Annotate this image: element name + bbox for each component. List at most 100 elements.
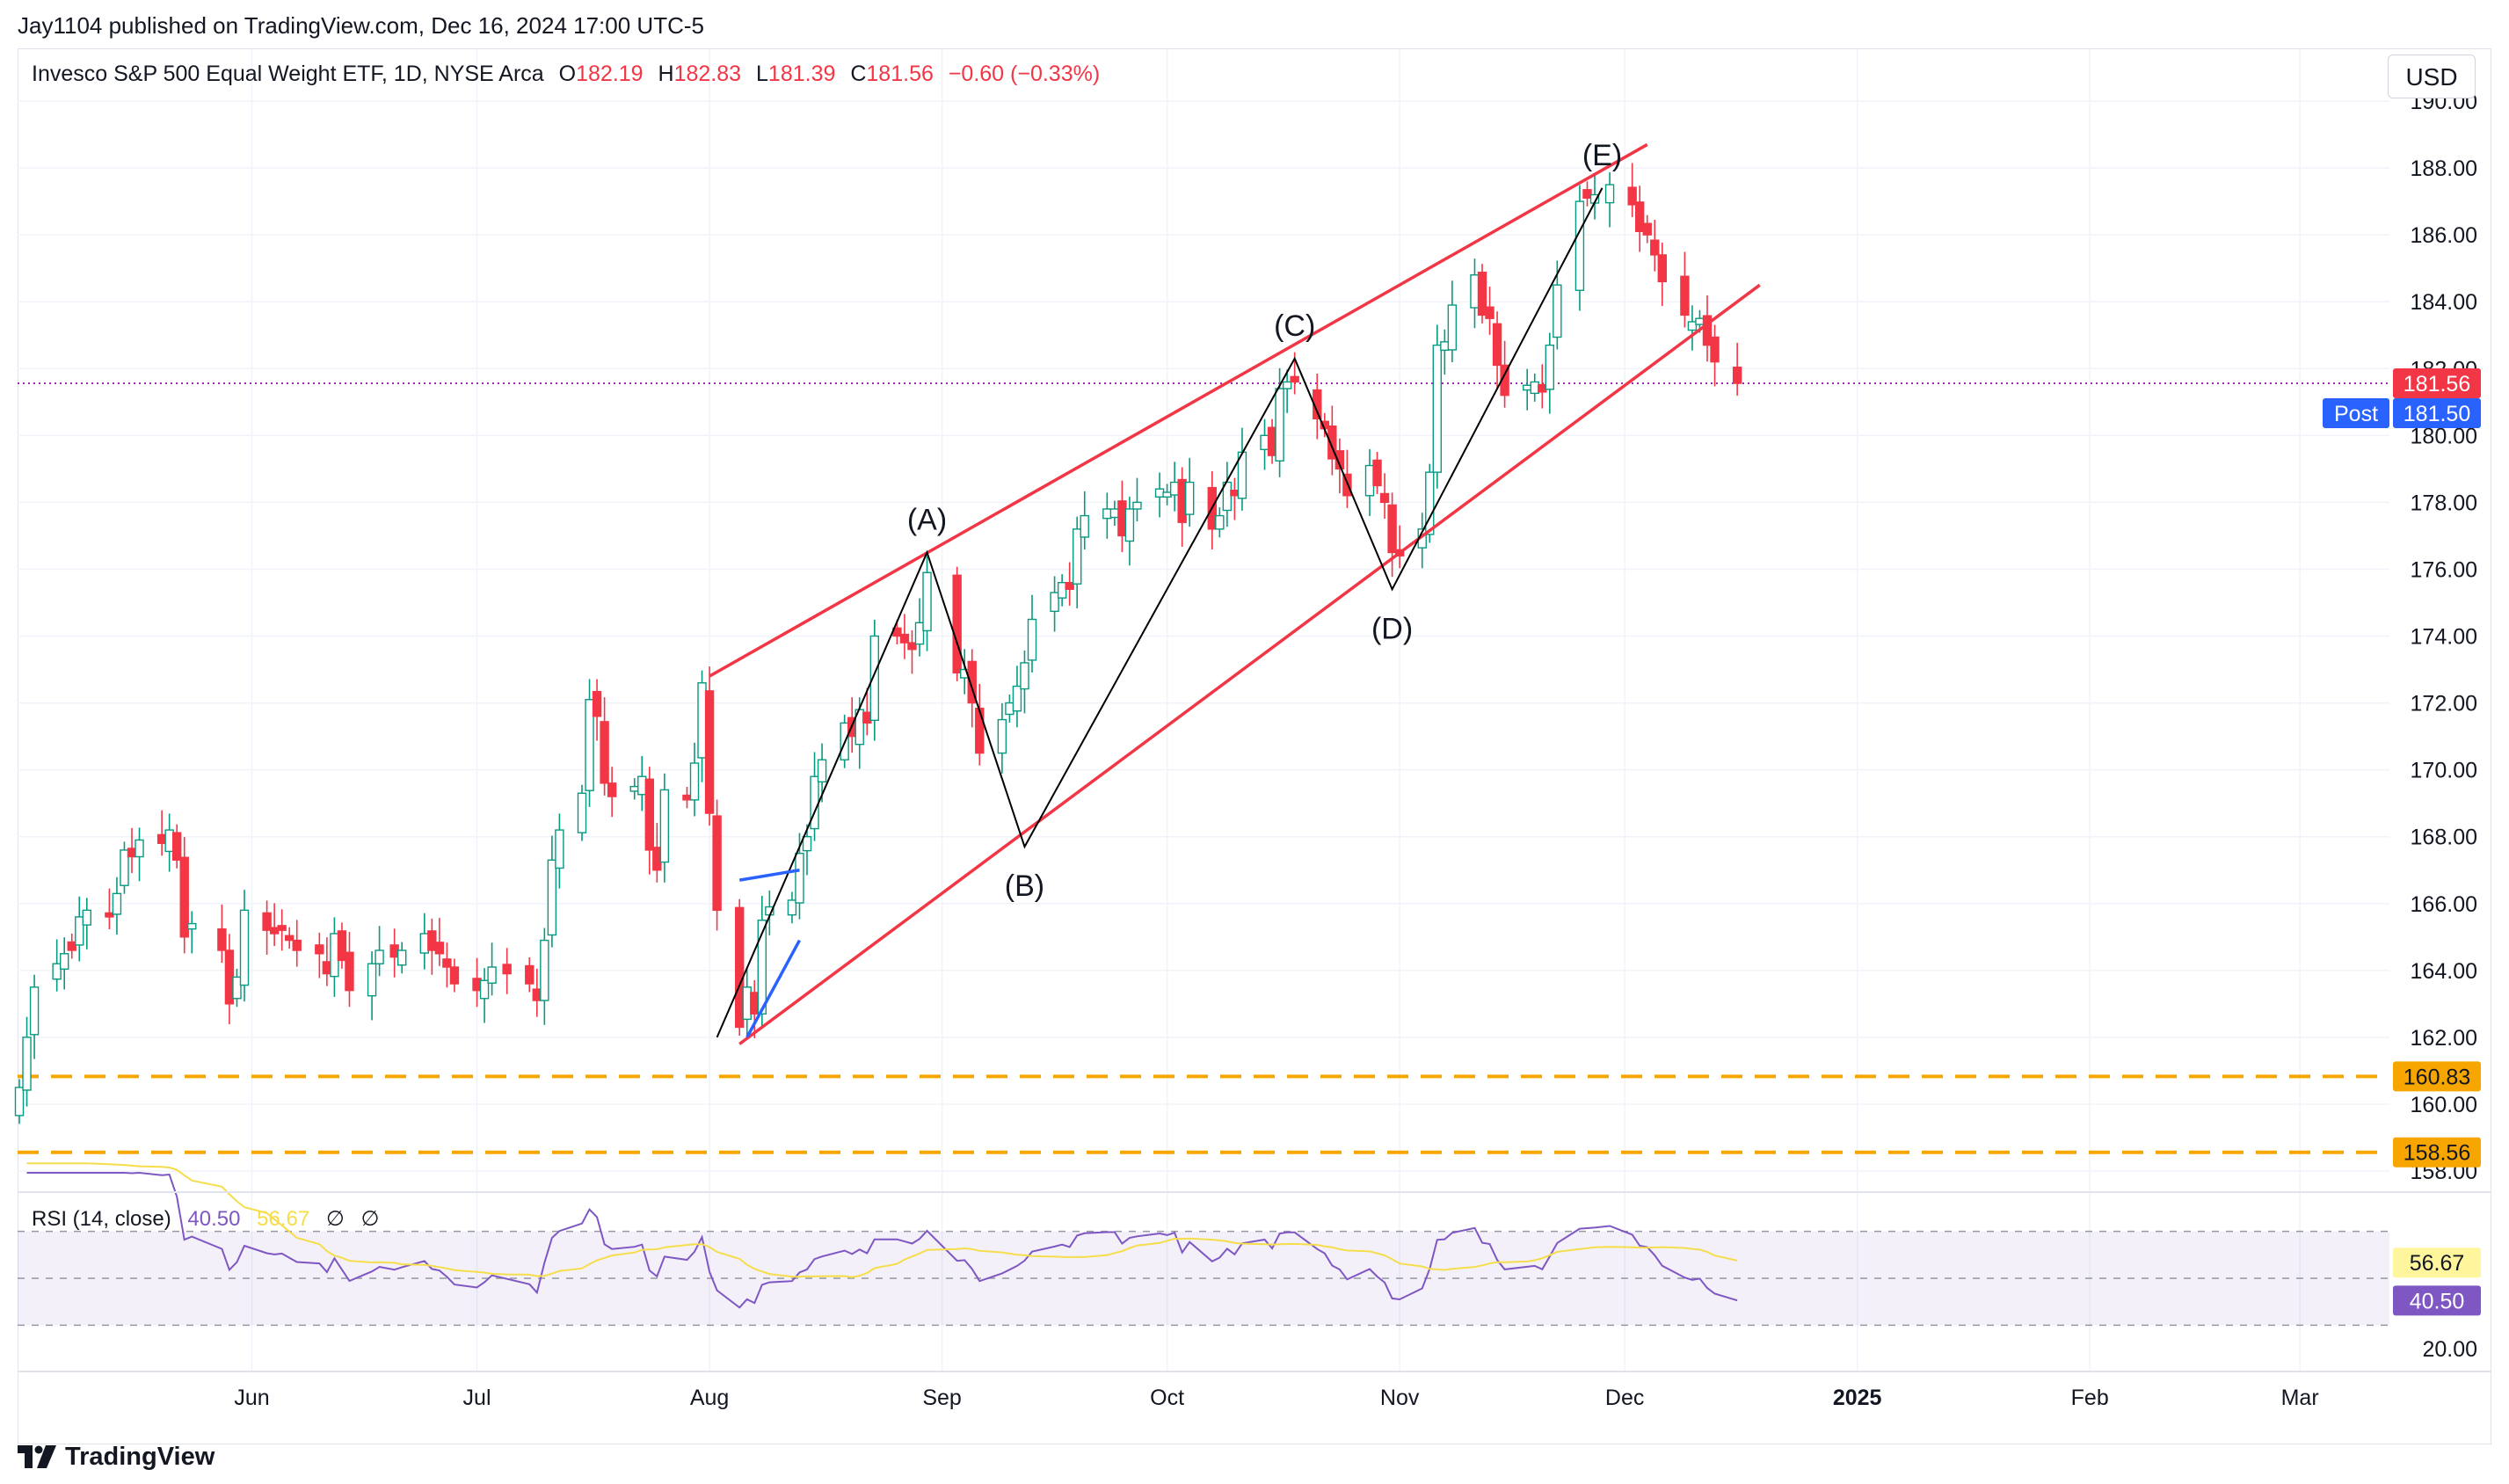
candle-down bbox=[449, 966, 460, 985]
symbol-legend: Invesco S&P 500 Equal Weight ETF, 1D, NY… bbox=[32, 62, 1100, 87]
candle-up bbox=[1102, 508, 1112, 520]
candle-down bbox=[1290, 375, 1299, 383]
candle-up bbox=[479, 979, 490, 1000]
candle-up bbox=[75, 916, 84, 946]
candle-down bbox=[1117, 500, 1127, 537]
candle-up bbox=[659, 789, 670, 863]
candle-down bbox=[1492, 323, 1502, 367]
candle-down bbox=[1485, 306, 1494, 319]
rsi-ma-tag: 56.67 bbox=[2410, 1251, 2465, 1276]
rsi-legend-extra1: ∅ bbox=[325, 1207, 345, 1231]
post-price-tag: 181.50 bbox=[2404, 402, 2470, 426]
candle-up bbox=[629, 785, 639, 792]
candle-down bbox=[179, 856, 189, 938]
candle-down bbox=[1230, 489, 1240, 497]
wave-label: (D) bbox=[1371, 612, 1413, 645]
time-tick-label: Feb bbox=[2071, 1386, 2109, 1410]
candle-down bbox=[1627, 186, 1637, 206]
last-price-tag-box bbox=[2393, 367, 2481, 398]
candle-down bbox=[592, 690, 602, 717]
candle-down bbox=[262, 912, 272, 931]
candle-up bbox=[757, 920, 767, 1015]
candle-up bbox=[52, 963, 62, 980]
candle-up bbox=[1364, 464, 1375, 497]
candle-down bbox=[285, 935, 295, 942]
candle-up bbox=[1050, 592, 1059, 613]
candle-down bbox=[1634, 201, 1645, 233]
close-value: 181.56 bbox=[866, 62, 934, 86]
candle-up bbox=[1447, 304, 1458, 351]
rsi-legend: RSI (14, close) 40.50 56.67 ∅ ∅ bbox=[32, 1206, 379, 1232]
wave-label: (B) bbox=[1005, 869, 1044, 903]
candle-up bbox=[1215, 514, 1225, 530]
currency-button[interactable]: USD bbox=[2388, 55, 2476, 98]
candle-up bbox=[330, 933, 339, 978]
candle-down bbox=[907, 642, 917, 651]
candle-up bbox=[375, 949, 384, 964]
candle-up bbox=[22, 1037, 32, 1091]
time-tick-label: Sep bbox=[922, 1386, 961, 1410]
candle-up bbox=[239, 909, 250, 986]
candle-down bbox=[1379, 492, 1390, 504]
drawings: (A) (B) (C) (D) (E) bbox=[709, 139, 1761, 1045]
price-tick-label: 162.00 bbox=[2411, 1026, 2477, 1051]
tradingview-logo[interactable]: TradingView bbox=[18, 1442, 215, 1472]
candle-down bbox=[899, 633, 910, 644]
candle-up bbox=[1027, 618, 1037, 661]
candle-up bbox=[1080, 514, 1089, 538]
candle-up bbox=[869, 635, 879, 722]
candle-down bbox=[442, 958, 452, 968]
wave-label: (C) bbox=[1274, 309, 1315, 343]
support-tag-2: 158.56 bbox=[2404, 1141, 2470, 1166]
candle-down bbox=[277, 925, 287, 931]
price-tick-label: 188.00 bbox=[2411, 156, 2477, 181]
candle-up bbox=[547, 859, 557, 936]
candle-down bbox=[156, 833, 167, 844]
candle-down bbox=[224, 949, 235, 1005]
candle-down bbox=[1327, 425, 1337, 460]
candle-down bbox=[171, 832, 182, 862]
candle-up bbox=[1425, 471, 1435, 535]
tradingview-logo-icon bbox=[18, 1445, 56, 1468]
candle-up bbox=[1545, 344, 1555, 390]
trend-blue-line bbox=[745, 939, 802, 1038]
candle-up bbox=[232, 976, 242, 1000]
candle-up bbox=[540, 939, 549, 1001]
rsi-value-tag-box bbox=[2393, 1285, 2481, 1316]
price-tick-label: 170.00 bbox=[2411, 759, 2477, 783]
channel-upper-line bbox=[709, 142, 1648, 678]
rsi-pane bbox=[18, 1162, 2389, 1327]
candle-up bbox=[795, 853, 804, 904]
publisher-line: Jay1104 published on TradingView.com, De… bbox=[18, 12, 704, 39]
instrument-name: Invesco S&P 500 Equal Weight ETF, 1D, NY… bbox=[32, 62, 544, 86]
low-value: 181.39 bbox=[767, 62, 836, 86]
candle-down bbox=[315, 944, 324, 955]
price-chart[interactable]: (A)(B)(C)(D)(E) 158.00160.00162.00164.00… bbox=[0, 0, 2509, 1442]
candle-up bbox=[742, 986, 752, 1021]
candle-up bbox=[1005, 702, 1015, 716]
candle-up bbox=[187, 922, 197, 930]
candle-up bbox=[997, 718, 1007, 754]
support-tag-1-box bbox=[2393, 1061, 2481, 1092]
candle-up bbox=[577, 792, 587, 833]
open-value: 182.19 bbox=[576, 62, 644, 86]
candle-down bbox=[600, 721, 609, 784]
price-tick-label: 168.00 bbox=[2411, 826, 2477, 850]
candle-up bbox=[164, 829, 174, 853]
last-price-tag: 181.56 bbox=[2404, 372, 2470, 396]
time-tick-label: Aug bbox=[690, 1386, 729, 1410]
candle-up bbox=[1275, 388, 1284, 462]
price-tick-label: 184.00 bbox=[2411, 290, 2477, 315]
post-price-tag-box bbox=[2393, 397, 2481, 428]
candle-down bbox=[1538, 383, 1547, 393]
post-label-box bbox=[2323, 397, 2389, 428]
candle-up bbox=[697, 682, 707, 759]
wave-label: (A) bbox=[907, 503, 947, 536]
candle-up bbox=[1530, 381, 1539, 395]
candle-down bbox=[682, 794, 692, 801]
candle-up bbox=[922, 571, 932, 632]
candle-down bbox=[644, 778, 654, 851]
candle-down bbox=[1732, 367, 1742, 384]
rsi-legend-extra2: ∅ bbox=[360, 1207, 380, 1231]
support-tag-1: 160.83 bbox=[2404, 1065, 2470, 1089]
